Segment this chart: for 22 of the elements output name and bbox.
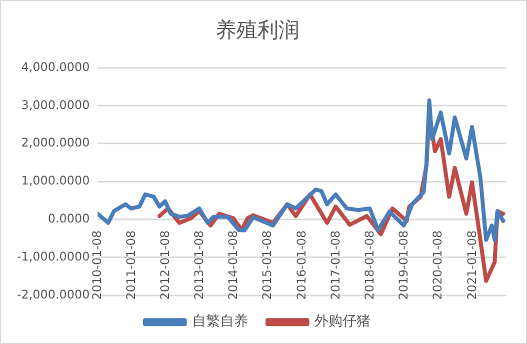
y-tick-label: 2,000.0000 (21, 136, 90, 150)
x-tick-label: 2015-01-08 (260, 230, 274, 300)
y-tick-label: 4,000.0000 (21, 60, 90, 74)
legend-label: 自繁自养 (192, 314, 248, 330)
x-tick-label: 2018-01-08 (362, 230, 376, 300)
x-tick-label: 2012-01-08 (158, 230, 172, 300)
x-tick-label: 2010-01-08 (90, 230, 104, 300)
y-tick-label: -2,000.0000 (16, 287, 90, 302)
x-tick-label: 2013-01-08 (192, 230, 206, 300)
y-tick-label: -1,000.0000 (16, 249, 90, 264)
x-tick-label: 2011-01-08 (124, 230, 138, 300)
chart-title: 养殖利润 (215, 18, 300, 42)
y-tick-label: 3,000.0000 (21, 98, 90, 112)
x-tick-label: 2019-01-08 (396, 230, 411, 300)
y-tick-label: 0.0000 (48, 212, 90, 226)
x-tick-label: 2014-01-08 (226, 230, 240, 300)
x-tick-label: 2020-01-08 (430, 230, 445, 300)
x-tick-label: 2021-01-08 (464, 230, 479, 300)
legend-label: 外购仔猪 (314, 314, 370, 330)
y-tick-label: 1,000.0000 (21, 174, 90, 188)
x-tick-label: 2016-01-08 (294, 230, 308, 300)
x-tick-label: 2017-01-08 (328, 230, 342, 300)
